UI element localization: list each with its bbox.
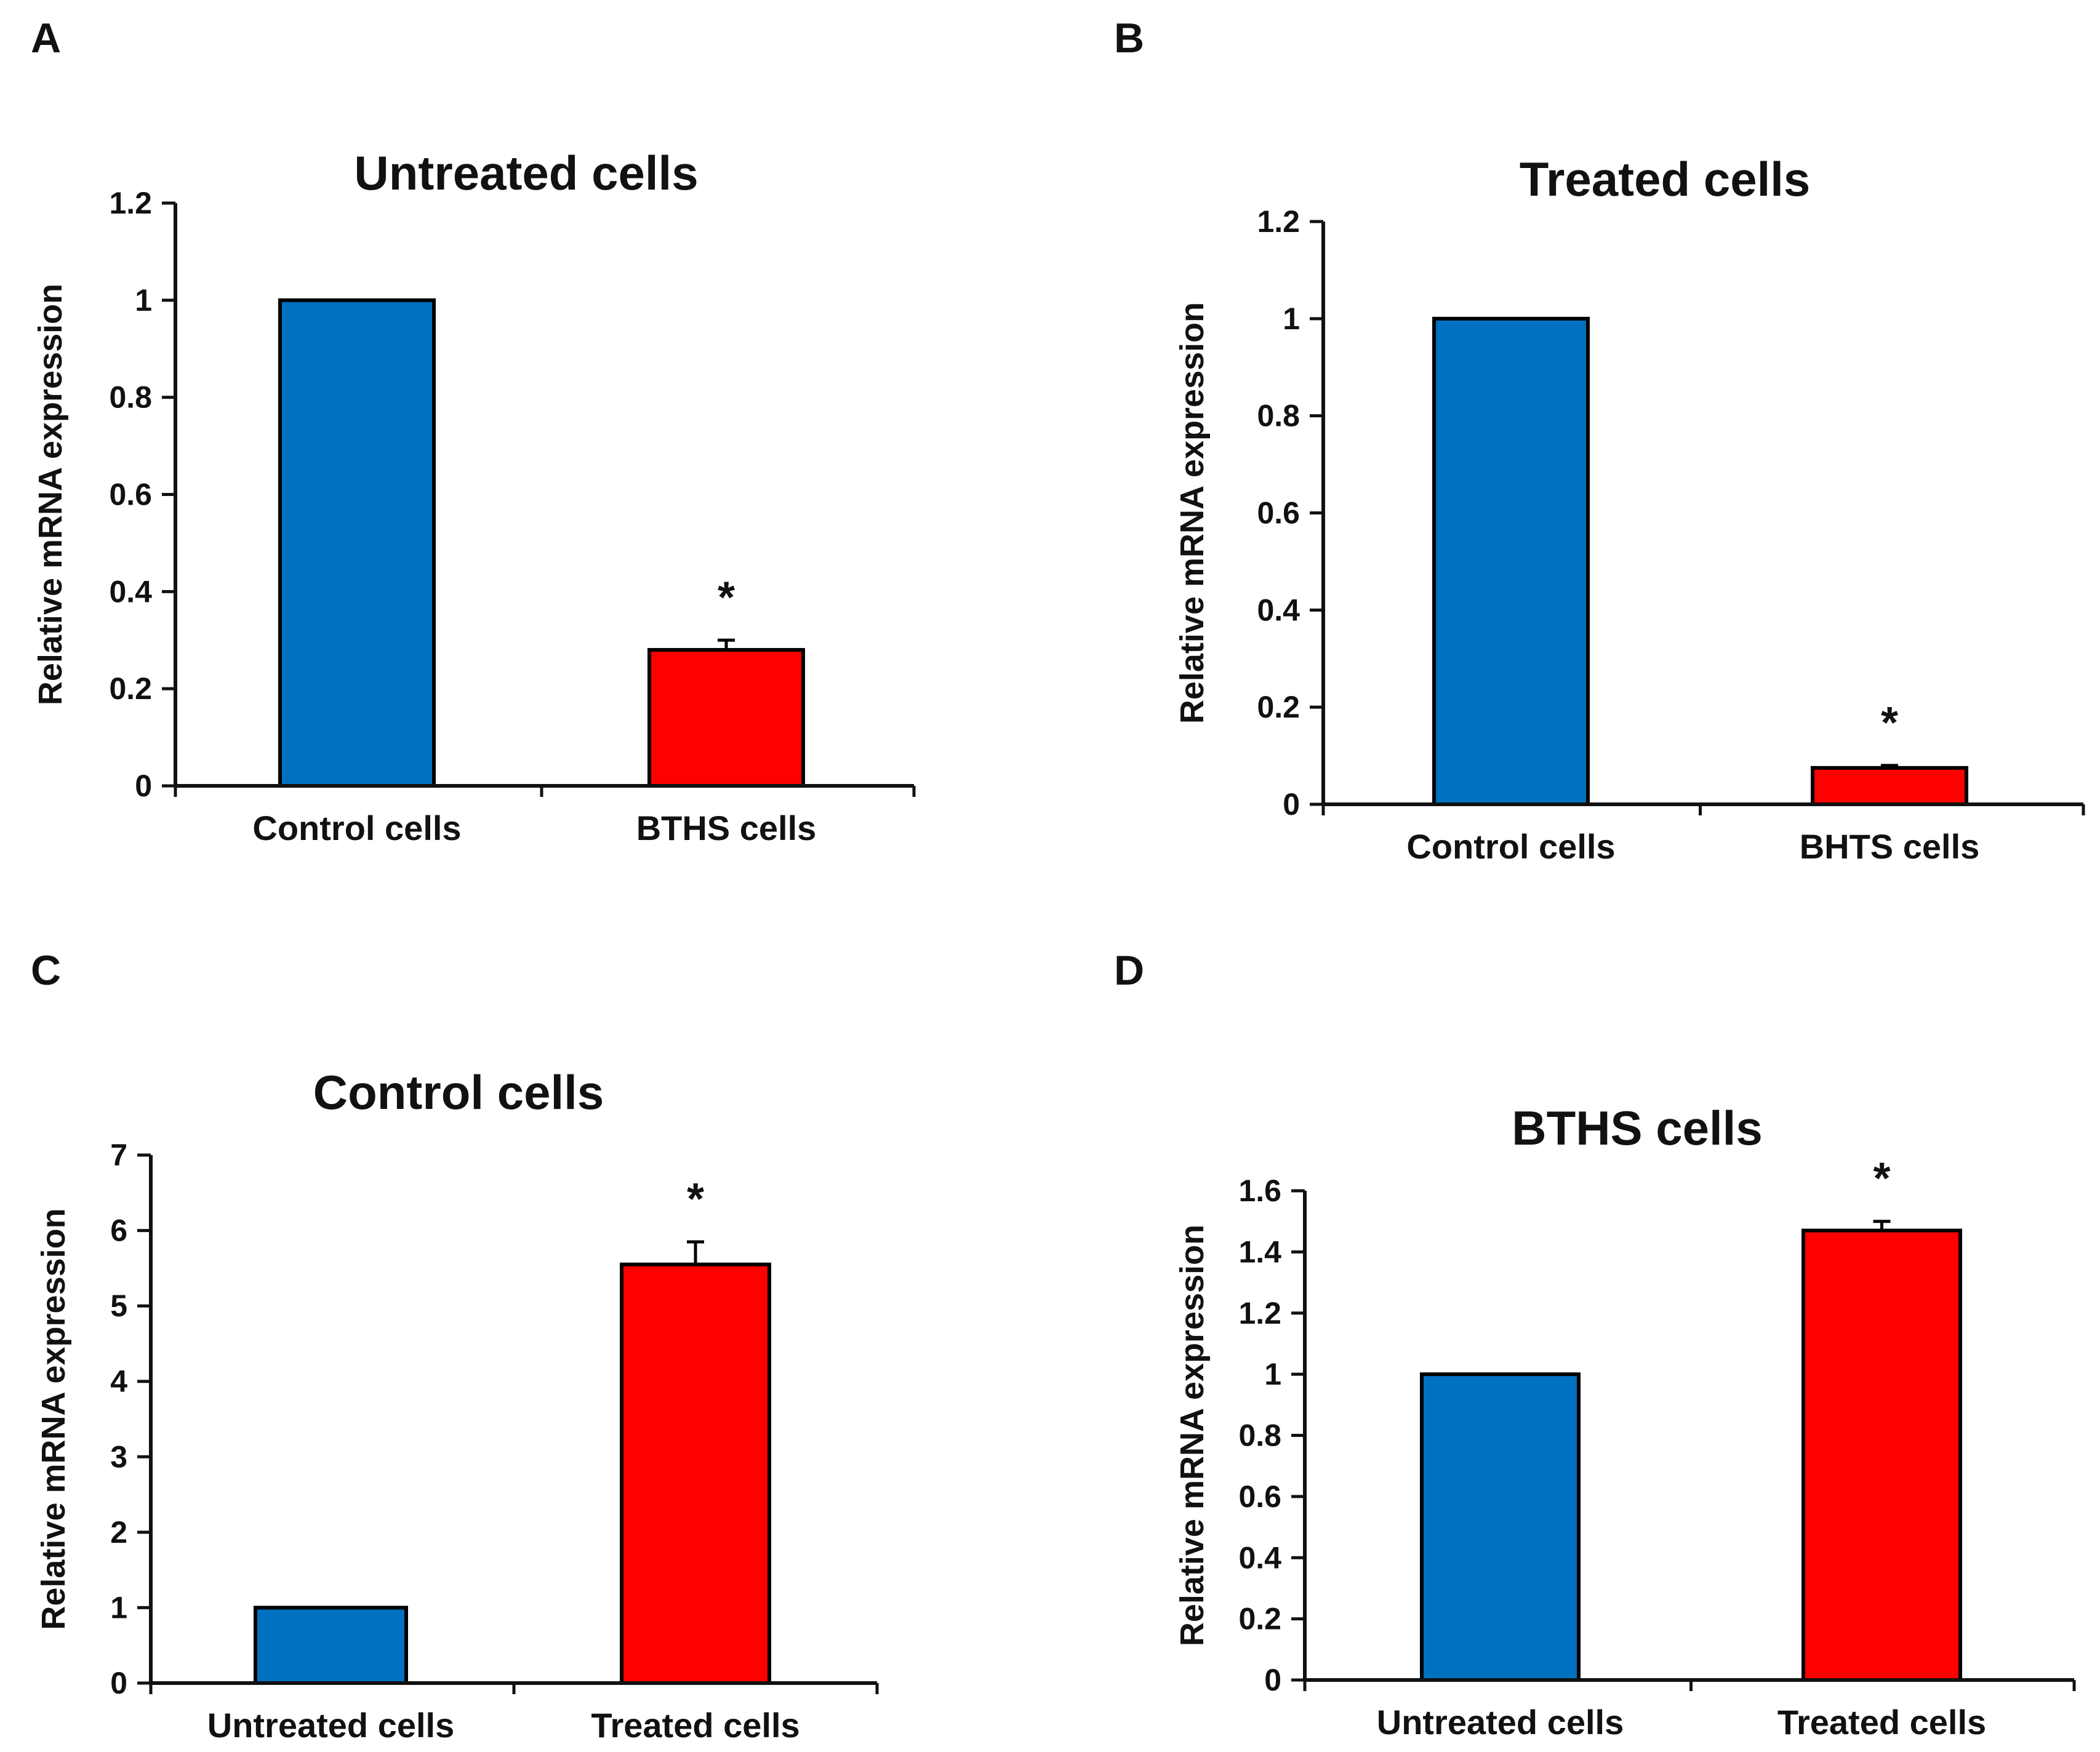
y-tick-label: 0 — [110, 1666, 127, 1700]
y-tick-label: 0.8 — [1257, 399, 1300, 433]
x-category-label: Treated cells — [1777, 1703, 1986, 1742]
y-tick-label: 1 — [110, 1590, 127, 1625]
bar — [1801, 1228, 1962, 1682]
y-tick-label: 3 — [110, 1439, 127, 1474]
x-category-label: Control cells — [1406, 827, 1615, 866]
y-tick-label: 1.2 — [109, 186, 152, 220]
chart-title: Control cells — [313, 1065, 604, 1119]
chart-panel-a: A Untreated cells Relative mRNA expression… — [31, 15, 916, 847]
bar — [278, 298, 436, 788]
y-tick-label: 0.4 — [109, 574, 152, 609]
bar — [620, 1262, 771, 1685]
x-category-label: Untreated cells — [1377, 1703, 1624, 1742]
significance-marker: * — [687, 1175, 704, 1224]
y-axis-label: Relative mRNA expression — [35, 1208, 72, 1630]
y-tick-label: 0.8 — [109, 380, 152, 415]
y-tick-label: 0.4 — [1257, 593, 1300, 627]
y-tick-label: 0 — [1283, 787, 1300, 822]
y-axis-label: Relative mRNA expression — [1174, 302, 1211, 724]
panel-label-b: B — [1114, 15, 1144, 62]
y-axis-label: Relative mRNA expression — [1174, 1225, 1211, 1646]
bar — [647, 648, 805, 788]
y-tick-label: 6 — [110, 1214, 127, 1248]
x-category-label: Treated cells — [591, 1706, 800, 1745]
y-tick-label: 0.8 — [1238, 1418, 1281, 1453]
bar — [1420, 1372, 1581, 1682]
chart-title: Untreated cells — [354, 146, 698, 200]
y-tick-label: 1 — [1283, 302, 1300, 336]
y-tick-label: 0.2 — [1257, 690, 1300, 724]
chart-panel-c: C Control cells Relative mRNA expression 0 1… — [31, 947, 879, 1745]
x-category-label: BHTS cells — [1800, 827, 1980, 866]
significance-marker: * — [1881, 698, 1898, 748]
x-category-label: BTHS cells — [636, 809, 817, 847]
y-tick-label: 1.4 — [1238, 1234, 1281, 1269]
y-tick-label: 4 — [110, 1364, 127, 1399]
chart-panel-b: B Treated cells Relative mRNA expression 0 0… — [1114, 15, 2085, 866]
panel-label-c: C — [31, 947, 61, 994]
bar — [1432, 316, 1590, 806]
y-tick-label: 1.2 — [1238, 1296, 1281, 1330]
chart-panel-d: D BTHS cells Relative mRNA expression 0 0.2 0… — [1114, 947, 2076, 1742]
y-tick-label: 0.6 — [1257, 496, 1300, 530]
y-tick-label: 2 — [110, 1515, 127, 1550]
y-tick-label: 1 — [135, 283, 152, 318]
panel-label-d: D — [1114, 947, 1144, 994]
y-tick-label: 0 — [135, 769, 152, 803]
bar — [254, 1606, 408, 1685]
significance-marker: * — [1873, 1154, 1890, 1204]
bar — [1811, 766, 1968, 806]
y-axis-label: Relative mRNA expression — [32, 284, 69, 705]
y-tick-label: 1 — [1264, 1357, 1281, 1391]
panel-label-a: A — [31, 15, 61, 62]
y-tick-label: 0.6 — [109, 478, 152, 512]
y-tick-label: 7 — [110, 1138, 127, 1172]
x-category-label: Control cells — [252, 809, 461, 847]
y-tick-label: 0.4 — [1238, 1540, 1281, 1575]
y-tick-label: 0.2 — [1238, 1602, 1281, 1636]
y-tick-label: 0 — [1264, 1663, 1281, 1697]
x-category-label: Untreated cells — [207, 1706, 455, 1745]
chart-title: Treated cells — [1520, 152, 1811, 206]
significance-marker: * — [718, 573, 735, 622]
y-tick-label: 5 — [110, 1289, 127, 1323]
y-tick-label: 0.2 — [109, 671, 152, 706]
chart-title: BTHS cells — [1512, 1101, 1762, 1155]
y-tick-label: 1.2 — [1257, 204, 1300, 239]
y-tick-label: 0.6 — [1238, 1479, 1281, 1514]
y-tick-label: 1.6 — [1238, 1174, 1281, 1208]
